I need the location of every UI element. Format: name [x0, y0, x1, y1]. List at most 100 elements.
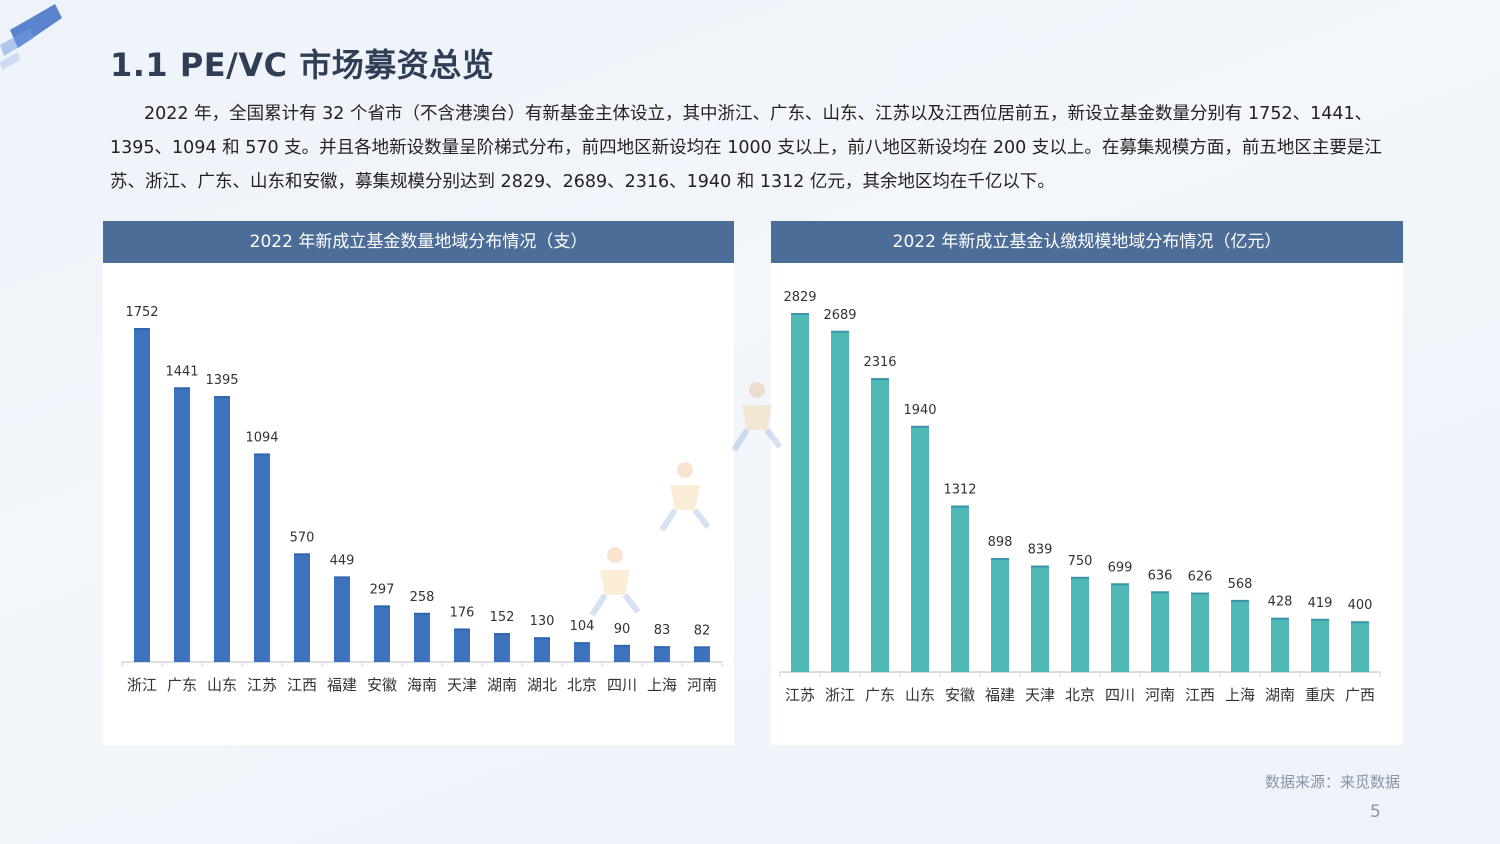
data-label: 2689: [823, 308, 856, 323]
bar: [614, 644, 630, 662]
category-label: 天津: [1025, 686, 1055, 704]
bar-cap: [334, 576, 350, 579]
category-label: 四川: [1105, 686, 1135, 704]
data-label: 626: [1188, 570, 1213, 585]
data-label: 297: [370, 582, 395, 597]
bar: [574, 642, 590, 662]
bar-cap: [1111, 583, 1129, 586]
bar-cap: [134, 328, 150, 330]
bar: [991, 558, 1009, 672]
bar-cap: [614, 644, 630, 647]
category-label: 山东: [207, 676, 237, 694]
data-label: 1940: [903, 403, 936, 418]
bar-cap: [1231, 599, 1249, 602]
bar: [871, 378, 889, 672]
data-label: 258: [410, 590, 435, 605]
bar: [294, 553, 310, 662]
bar-chart-fund-count: 1752 浙江 1441 广东 1395 山东 1094 江苏 570 江西 449 福建 297 安徽 2…: [121, 305, 723, 694]
bar: [1191, 592, 1209, 672]
bar: [454, 628, 470, 662]
data-label: 82: [694, 623, 711, 638]
bar-cap: [991, 558, 1009, 561]
bar-cap: [1031, 565, 1049, 568]
category-label: 广东: [865, 686, 895, 704]
bar-cap: [174, 387, 190, 390]
bar: [1311, 618, 1329, 672]
category-label: 河南: [1145, 686, 1175, 704]
bar: [414, 612, 430, 662]
category-label: 北京: [567, 676, 597, 694]
data-label: 152: [490, 610, 515, 625]
data-label: 636: [1148, 568, 1173, 583]
bar: [831, 330, 849, 672]
category-label: 上海: [647, 676, 677, 694]
data-label: 419: [1308, 596, 1333, 611]
category-label: 江苏: [785, 686, 815, 704]
chart-panel-fund-scale: 2022 年新成立基金认缴规模地域分布情况（亿元） 2829 江苏 2689 浙江 23…: [771, 221, 1403, 745]
category-label: 湖南: [1265, 686, 1295, 704]
data-label: 83: [654, 623, 671, 638]
bar-cap: [694, 646, 710, 649]
data-label: 1312: [943, 483, 976, 498]
category-label: 安徽: [367, 676, 397, 694]
bar-cap: [911, 425, 929, 428]
bar: [214, 396, 230, 662]
bar: [1231, 599, 1249, 672]
category-label: 湖南: [487, 676, 517, 694]
category-label: 四川: [607, 676, 637, 694]
data-label: 104: [570, 619, 595, 634]
category-label: 重庆: [1305, 686, 1335, 704]
page-title: 1.1 PE/VC 市场募资总览: [110, 46, 495, 84]
data-label: 400: [1348, 598, 1373, 613]
bar-cap: [1271, 617, 1289, 620]
category-label: 安徽: [945, 686, 975, 704]
bar-cap: [494, 633, 510, 636]
bar-cap: [254, 453, 270, 456]
data-source: 数据来源：来觅数据: [1264, 773, 1400, 791]
data-label: 568: [1228, 577, 1253, 592]
category-label: 河南: [687, 676, 717, 694]
data-label: 130: [530, 614, 555, 629]
category-label: 江西: [287, 676, 317, 694]
bar: [374, 605, 390, 662]
bar-cap: [374, 605, 390, 608]
intro-paragraph: 2022 年，全国累计有 32 个省市（不含港澳台）有新基金主体设立，其中浙江、…: [110, 104, 1382, 192]
category-label: 福建: [985, 686, 1015, 704]
bar-cap: [831, 330, 849, 333]
data-label: 898: [988, 535, 1013, 550]
data-label: 90: [614, 622, 631, 637]
bar-cap: [1311, 618, 1329, 621]
bar: [791, 313, 809, 672]
bar: [654, 646, 670, 662]
bar: [1351, 621, 1369, 672]
category-label: 江苏: [247, 676, 277, 694]
bar: [134, 328, 150, 662]
data-label: 449: [330, 553, 355, 568]
data-label: 2316: [863, 355, 896, 370]
bar: [1071, 576, 1089, 672]
bar-cap: [214, 396, 230, 399]
category-label: 广西: [1345, 686, 1375, 704]
chart-title: 2022 年新成立基金数量地域分布情况（支）: [103, 221, 734, 263]
bar: [534, 637, 550, 662]
bar-cap: [1351, 621, 1369, 624]
bar: [1151, 591, 1169, 672]
bar-cap: [871, 378, 889, 381]
data-label: 176: [450, 605, 475, 620]
category-label: 山东: [905, 686, 935, 704]
category-label: 广东: [167, 676, 197, 694]
bar-cap: [1071, 576, 1089, 579]
category-label: 天津: [447, 676, 477, 694]
bar-cap: [1151, 591, 1169, 594]
data-label: 1441: [165, 364, 198, 379]
category-label: 北京: [1065, 686, 1095, 704]
data-label: 699: [1108, 560, 1133, 575]
bar: [951, 505, 969, 672]
category-label: 湖北: [527, 676, 557, 694]
bar: [254, 453, 270, 662]
data-label: 839: [1028, 543, 1053, 558]
bar-chart-fund-scale: 2829 江苏 2689 浙江 2316 广东 1940 山东 1312 安徽 898 福建 839 天津…: [779, 290, 1381, 704]
bar-cap: [574, 642, 590, 645]
bar-cap: [1191, 592, 1209, 595]
data-label: 428: [1268, 595, 1293, 610]
